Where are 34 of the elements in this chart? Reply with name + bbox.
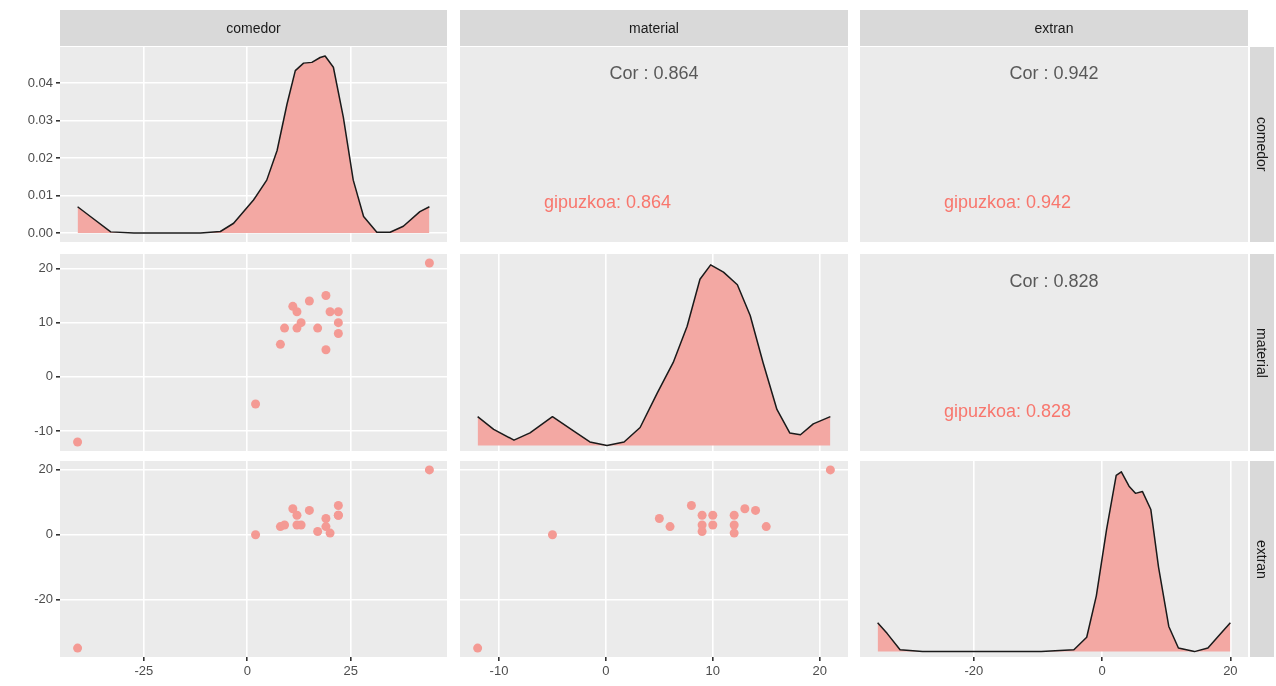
x-tick-label: 25: [343, 663, 358, 679]
y-tick-label: 10: [38, 314, 53, 330]
y-tick-label: 0.00: [27, 224, 53, 240]
x-tick-label: 20: [812, 663, 827, 679]
x-tick-label: -20: [964, 663, 984, 679]
text: extran: [860, 10, 1248, 46]
x-tick-label: 0: [243, 663, 251, 679]
text: Cor : 0.828: [1009, 270, 1099, 291]
y-tick-label: 0.01: [27, 187, 53, 203]
y2-axis-title: extran: [1254, 539, 1270, 579]
text: gipuzkoa: 0.828: [943, 400, 1071, 421]
y-tick-label: 0: [45, 368, 53, 384]
text: material: [460, 10, 848, 46]
x-tick-label: 0: [1098, 663, 1106, 679]
text: Cor : 0.942: [1009, 63, 1099, 84]
text: comedor: [1254, 117, 1270, 172]
text: Cor : 0.864: [609, 63, 699, 84]
y-tick-label: 20: [38, 461, 53, 477]
y-tick-label: 0.04: [27, 74, 53, 90]
y-tick-label: 0.03: [27, 112, 53, 128]
x-tick-label: -10: [489, 663, 509, 679]
chart-title: comedor: [60, 10, 447, 46]
text: material: [1254, 327, 1270, 378]
x-tick-label: 10: [705, 663, 721, 679]
y-tick-label: 20: [38, 259, 53, 275]
x-tick-label: 0: [602, 663, 610, 679]
x-tick-label: 20: [1223, 663, 1238, 679]
x-tick-label: -25: [134, 663, 154, 679]
text: gipuzkoa: 0.864: [543, 191, 671, 212]
y-tick-label: -20: [34, 591, 53, 607]
y-tick-label: -10: [34, 422, 53, 438]
y-tick-label: 0.02: [27, 149, 53, 165]
text: gipuzkoa: 0.942: [943, 191, 1071, 212]
y-tick-label: 0: [45, 526, 53, 542]
